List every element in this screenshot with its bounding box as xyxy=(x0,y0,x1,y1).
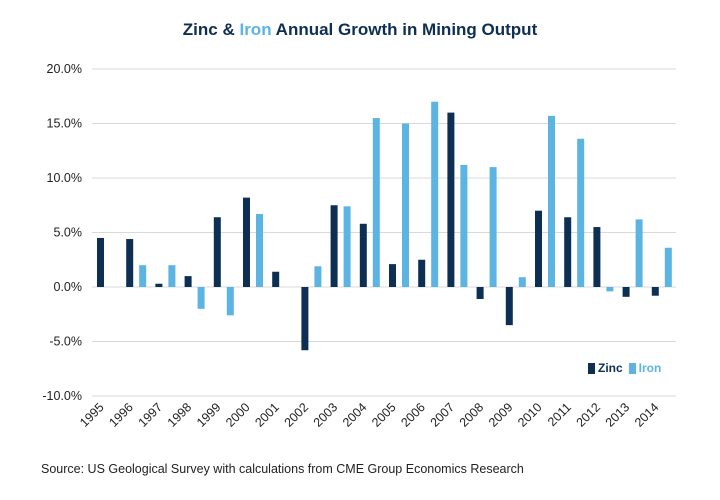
x-tick-label: 2005 xyxy=(369,400,399,430)
x-tick-label: 2010 xyxy=(515,400,545,430)
bar-iron-2009 xyxy=(518,277,526,287)
bar-zinc-2001 xyxy=(272,271,280,287)
bar-zinc-2011 xyxy=(564,217,572,287)
bar-iron-2000 xyxy=(256,213,263,287)
x-tick-label: 2000 xyxy=(223,400,253,430)
x-tick-label: 2012 xyxy=(574,400,604,430)
bar-zinc-2007 xyxy=(447,112,455,287)
x-tick-label: 2001 xyxy=(252,400,282,430)
x-tick-labels: 1995 1996 1997 1998 1999 2000 2001 2002 2003 2004… xyxy=(77,400,661,430)
bar-iron-2002 xyxy=(314,266,322,287)
source-note: Source: US Geological Survey with calcul… xyxy=(41,462,524,476)
title-ampersand: & xyxy=(222,20,235,39)
x-tick-label: 2007 xyxy=(428,400,458,430)
x-tick-label: 2003 xyxy=(311,400,341,430)
bar-iron-2013 xyxy=(635,219,643,287)
bar-zinc-2004 xyxy=(359,223,367,287)
y-tick-labels: 20.0% 15.0% 10.0% 5.0% 0.0% -5.0% -10.0% xyxy=(42,62,82,403)
y-tick-label: -5.0% xyxy=(49,335,82,349)
bar-iron-1999 xyxy=(226,287,234,316)
bar-zinc-2002 xyxy=(301,287,309,351)
bar-zinc-1997 xyxy=(155,283,163,287)
bar-zinc-2009 xyxy=(505,287,513,326)
legend-item-iron: Iron xyxy=(628,361,662,375)
x-tick-label: 1999 xyxy=(194,400,224,430)
y-tick-label: 0.0% xyxy=(54,280,83,294)
legend: Zinc Iron xyxy=(588,361,667,375)
x-tick-label: 2002 xyxy=(282,400,312,430)
bar-zinc-2005 xyxy=(389,264,396,287)
bar-iron-2004 xyxy=(372,118,380,287)
y-tick-label: 5.0% xyxy=(54,226,83,240)
bar-iron-2006 xyxy=(431,101,439,287)
legend-label-iron: Iron xyxy=(638,361,662,375)
bar-zinc-2008 xyxy=(476,287,484,299)
bar-zinc-1999 xyxy=(213,217,221,287)
gridlines xyxy=(92,68,676,397)
y-tick-label: 15.0% xyxy=(47,117,82,131)
y-tick-label: -10.0% xyxy=(42,389,82,403)
bar-iron-2010 xyxy=(548,115,555,288)
x-tick-label: 1997 xyxy=(136,400,166,430)
legend-label-zinc: Zinc xyxy=(598,361,623,375)
bar-iron-2003 xyxy=(343,206,351,287)
bar-zinc-1995 xyxy=(97,237,104,287)
bar-iron-2011 xyxy=(577,138,585,287)
bars xyxy=(97,101,672,351)
title-iron-word: Iron xyxy=(239,20,272,39)
x-tick-label: 1998 xyxy=(165,400,195,430)
x-tick-label: 2004 xyxy=(340,400,370,430)
bar-iron-2007 xyxy=(460,164,468,287)
bar-iron-1997 xyxy=(168,265,176,287)
bar-iron-1996 xyxy=(139,265,147,287)
bar-iron-2014 xyxy=(664,247,672,287)
bar-zinc-2006 xyxy=(418,259,426,287)
title-rest: Annual Growth in Mining Output xyxy=(275,20,538,39)
x-tick-label: 1996 xyxy=(106,400,136,430)
legend-swatch-iron xyxy=(628,362,636,374)
x-tick-label: 2011 xyxy=(545,400,574,429)
title-zinc-word: Zinc xyxy=(182,20,218,39)
legend-swatch-zinc xyxy=(588,362,595,374)
chart-title: Zinc & Iron Annual Growth in Mining Outp… xyxy=(0,20,720,40)
y-tick-label: 10.0% xyxy=(47,171,82,185)
bar-zinc-2012 xyxy=(593,227,601,287)
x-tick-label: 2014 xyxy=(632,400,662,430)
x-tick-label: 2013 xyxy=(603,400,633,430)
bar-iron-1998 xyxy=(197,287,205,309)
bar-zinc-1996 xyxy=(126,239,134,287)
x-tick-label: 2008 xyxy=(457,400,487,430)
x-tick-label: 2009 xyxy=(486,400,516,430)
bar-iron-2005 xyxy=(402,123,409,287)
legend-item-zinc: Zinc xyxy=(588,361,623,375)
y-tick-label: 20.0% xyxy=(47,62,82,76)
x-tick-label: 2006 xyxy=(398,400,428,430)
bar-zinc-2000 xyxy=(243,197,250,287)
bar-zinc-1998 xyxy=(184,276,192,287)
bar-iron-2008 xyxy=(489,167,497,287)
bar-iron-2012 xyxy=(606,287,614,292)
bar-zinc-2003 xyxy=(330,205,338,287)
x-tick-label: 1995 xyxy=(77,400,107,430)
bar-zinc-2010 xyxy=(535,210,542,287)
bar-zinc-2013 xyxy=(622,287,630,297)
bar-zinc-2014 xyxy=(651,287,659,296)
